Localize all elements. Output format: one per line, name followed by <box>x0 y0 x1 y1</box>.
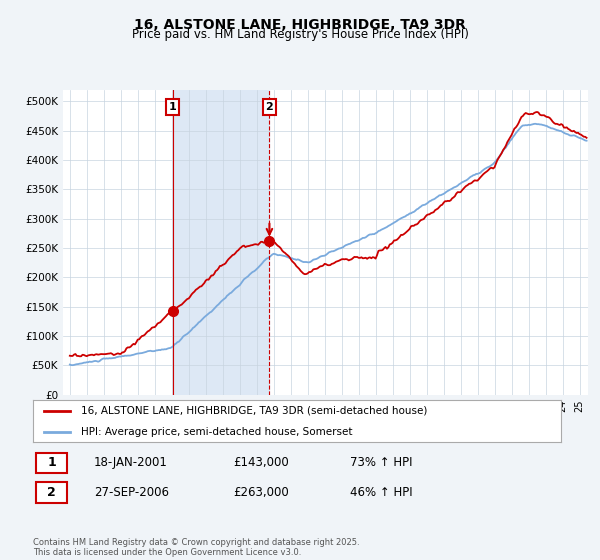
Text: Price paid vs. HM Land Registry's House Price Index (HPI): Price paid vs. HM Land Registry's House … <box>131 28 469 41</box>
Text: 2: 2 <box>47 486 56 498</box>
Text: 16, ALSTONE LANE, HIGHBRIDGE, TA9 3DR (semi-detached house): 16, ALSTONE LANE, HIGHBRIDGE, TA9 3DR (s… <box>80 406 427 416</box>
Text: 1: 1 <box>47 456 56 469</box>
Text: 16, ALSTONE LANE, HIGHBRIDGE, TA9 3DR: 16, ALSTONE LANE, HIGHBRIDGE, TA9 3DR <box>134 18 466 32</box>
Text: HPI: Average price, semi-detached house, Somerset: HPI: Average price, semi-detached house,… <box>80 427 352 437</box>
Text: £143,000: £143,000 <box>233 456 289 469</box>
Text: Contains HM Land Registry data © Crown copyright and database right 2025.
This d: Contains HM Land Registry data © Crown c… <box>33 538 359 557</box>
FancyBboxPatch shape <box>35 452 67 473</box>
Text: 46% ↑ HPI: 46% ↑ HPI <box>350 486 412 498</box>
FancyBboxPatch shape <box>35 482 67 503</box>
Text: 73% ↑ HPI: 73% ↑ HPI <box>350 456 412 469</box>
Text: 1: 1 <box>169 102 176 112</box>
Text: 27-SEP-2006: 27-SEP-2006 <box>94 486 169 498</box>
Bar <box>173 90 269 395</box>
Text: £263,000: £263,000 <box>233 486 289 498</box>
Text: 18-JAN-2001: 18-JAN-2001 <box>94 456 167 469</box>
Text: 2: 2 <box>266 102 274 112</box>
